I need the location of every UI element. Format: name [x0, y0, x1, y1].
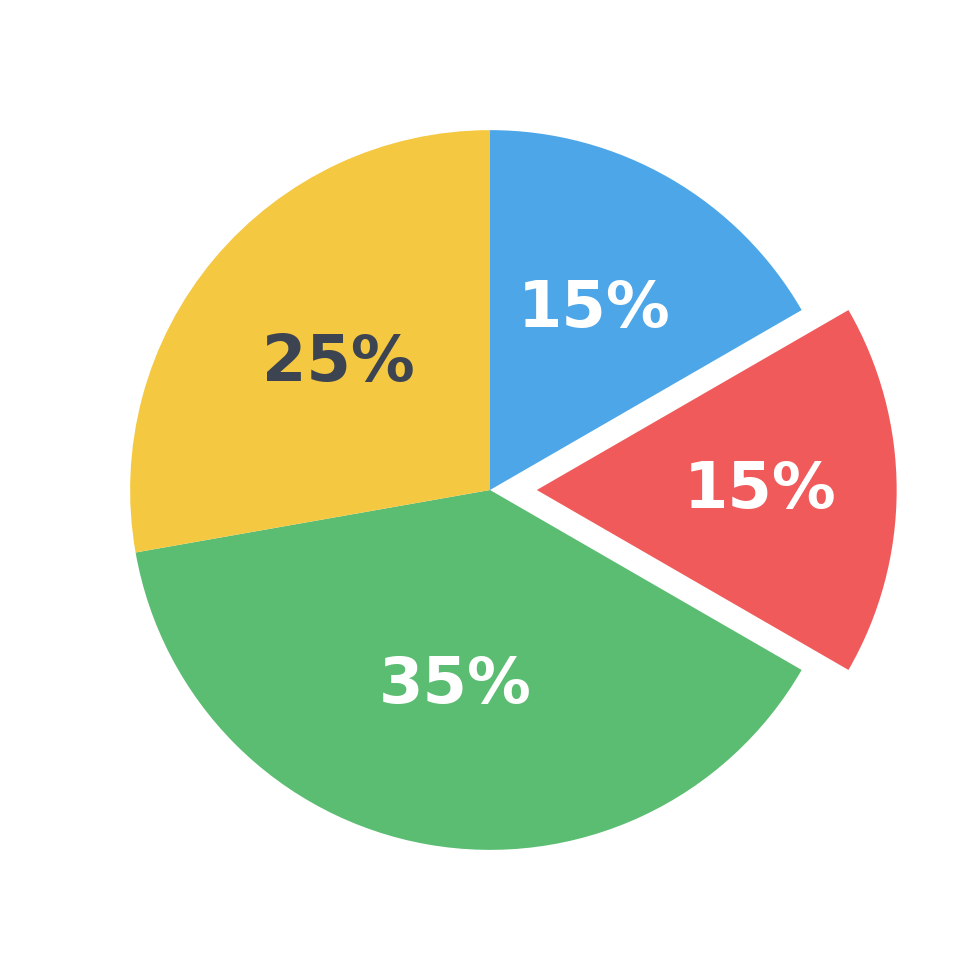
Text: 15%: 15%	[683, 459, 836, 521]
Text: 25%: 25%	[262, 332, 415, 394]
Wedge shape	[490, 130, 802, 490]
Wedge shape	[135, 490, 802, 850]
Text: 15%: 15%	[518, 278, 670, 340]
Wedge shape	[130, 130, 490, 553]
Text: 35%: 35%	[379, 654, 532, 716]
Wedge shape	[537, 310, 897, 670]
